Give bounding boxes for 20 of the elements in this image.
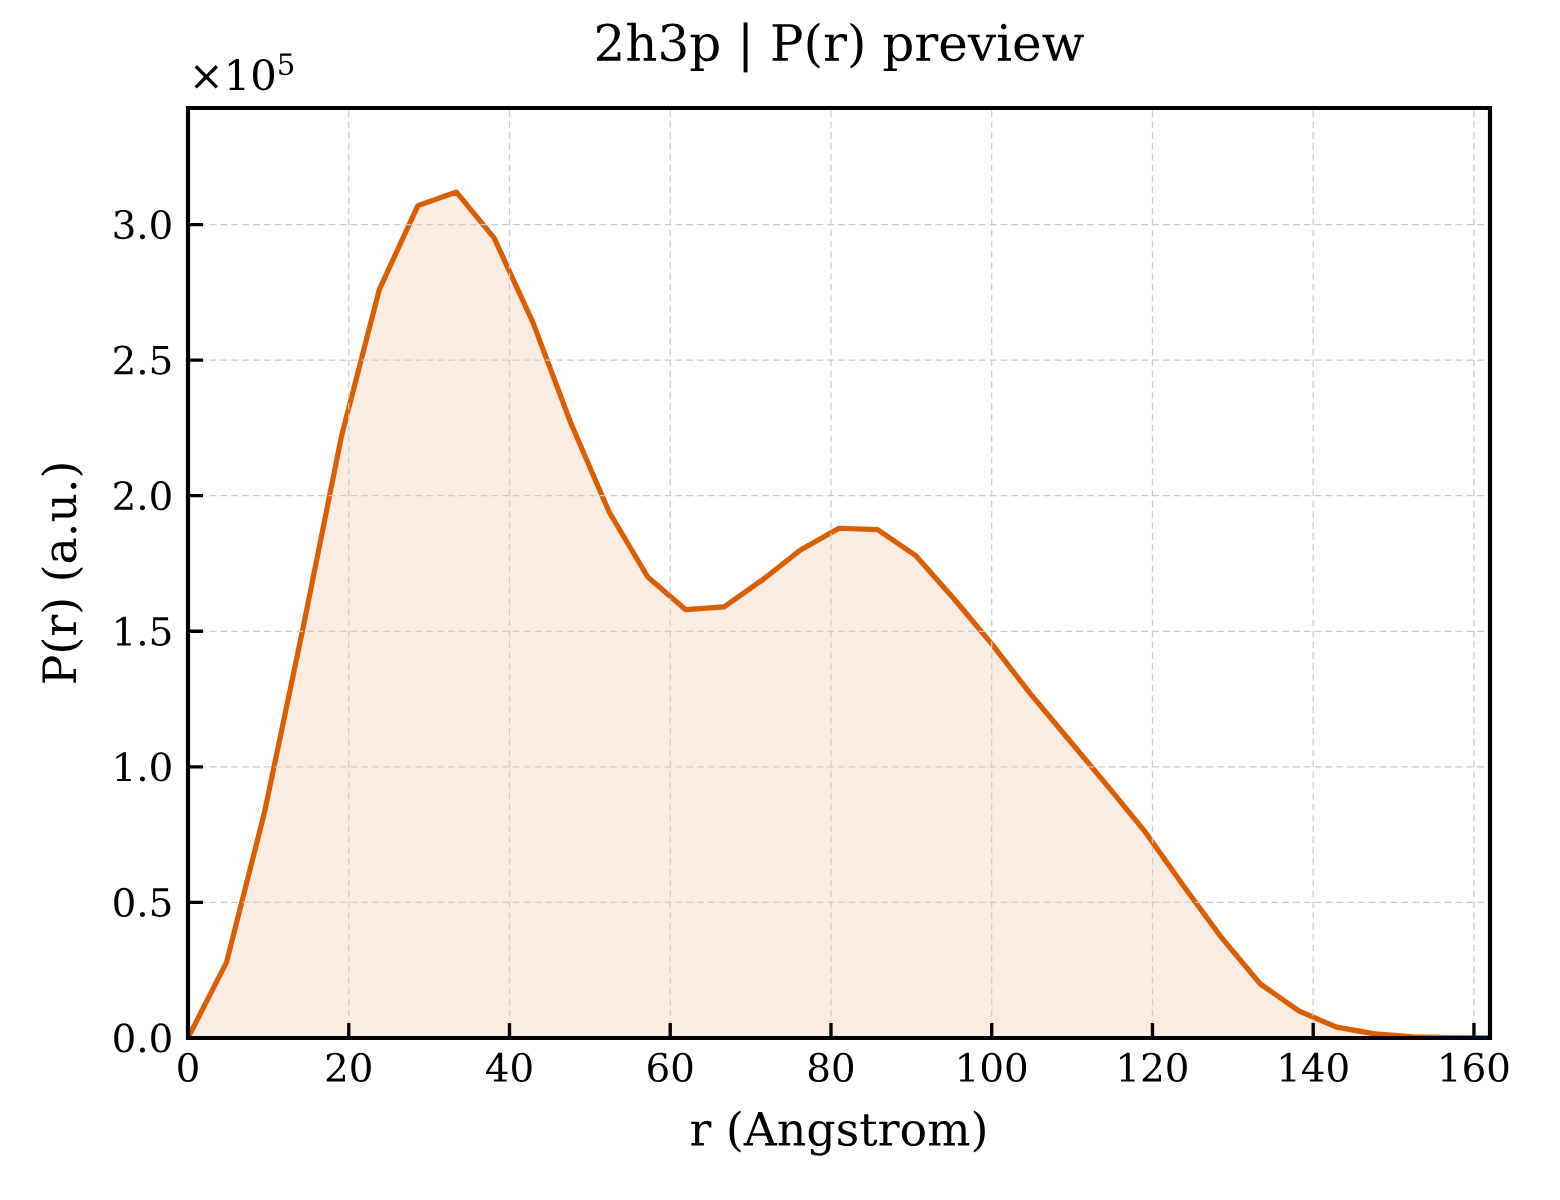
x-tick-label: 80 (808, 1052, 854, 1082)
y-tick-label: 0.0 (114, 1023, 171, 1053)
x-tick-label: 40 (486, 1052, 532, 1082)
x-tick-label: 100 (959, 1052, 1027, 1082)
y-tick-label: 3.0 (114, 209, 171, 240)
x-axis-title: r (Angstrom) (691, 1110, 985, 1156)
chart-title: 2h3p | P(r) preview (596, 22, 1084, 73)
x-tick-label: 120 (1120, 1052, 1187, 1082)
y-tick-label: 1.5 (116, 616, 171, 646)
y-tick-label: 2.0 (114, 481, 171, 511)
y-axis-title: P(r) (a.u.) (41, 464, 84, 683)
x-tick-label: 20 (326, 1052, 371, 1082)
x-tick-label: 140 (1280, 1052, 1348, 1082)
text: ×10$^{5}$ (194, 53, 294, 91)
y-tick-label: 2.5 (114, 345, 171, 375)
y-tick-label: 1.0 (116, 752, 171, 782)
y-tick-label: 0.5 (114, 887, 171, 918)
x-tick-label: 60 (648, 1052, 693, 1082)
x-tick-label: 0 (178, 1052, 198, 1082)
x-tick-label: 160 (1441, 1052, 1509, 1082)
